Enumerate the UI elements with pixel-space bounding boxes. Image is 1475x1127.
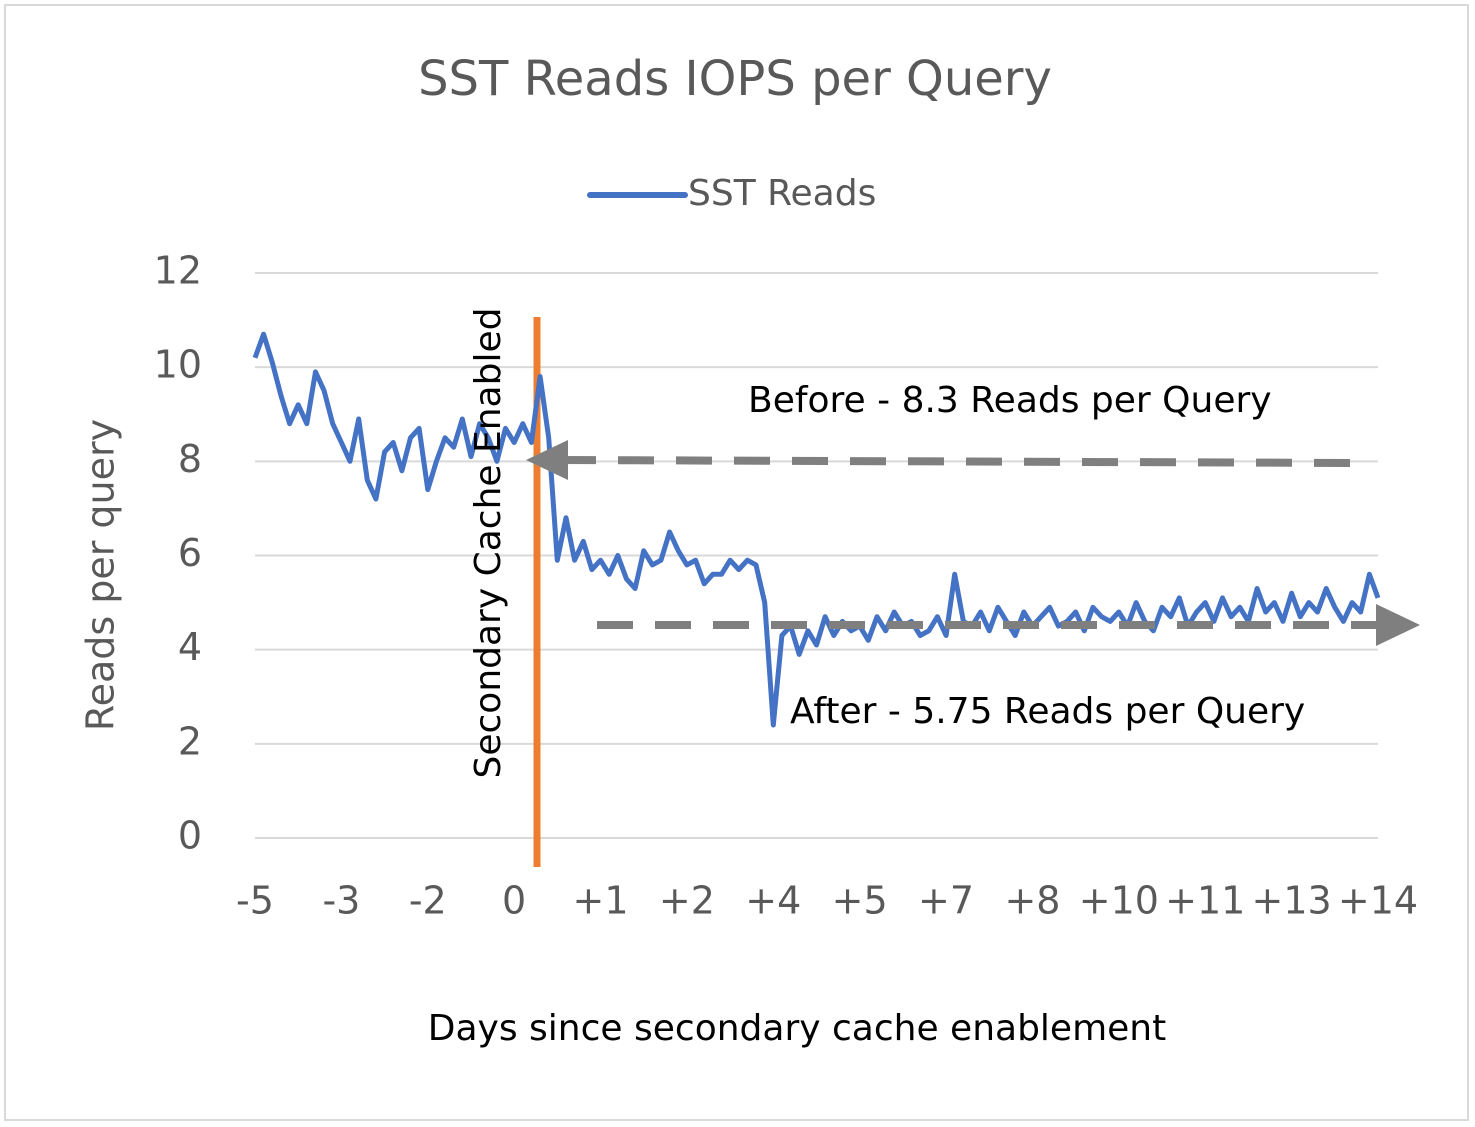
- x-tick-label: -2: [409, 879, 447, 923]
- y-tick-label: 0: [178, 814, 202, 858]
- annotation: Before - 8.3 Reads per Query: [748, 380, 1272, 421]
- y-tick-label: 12: [154, 249, 202, 293]
- annotation: After - 5.75 Reads per Query: [790, 691, 1305, 732]
- x-tick-label: +10: [1079, 879, 1159, 923]
- x-tick-label: +8: [1004, 879, 1060, 923]
- x-axis-title: Days since secondary cache enablement: [428, 1008, 1166, 1049]
- x-tick-label: +1: [573, 879, 629, 923]
- chart-border: [4, 4, 1469, 1121]
- x-tick-label: 0: [502, 879, 526, 923]
- x-tick-label: +4: [745, 879, 801, 923]
- y-tick-label: 8: [178, 437, 202, 481]
- legend-label: SST Reads: [688, 173, 876, 214]
- x-tick-label: +11: [1165, 879, 1245, 923]
- x-tick-label: +13: [1252, 879, 1332, 923]
- chart-title: SST Reads IOPS per Query: [418, 51, 1052, 107]
- x-tick-label: +14: [1338, 879, 1418, 923]
- after-arrowhead: [1376, 604, 1420, 646]
- y-tick-label: 4: [178, 625, 202, 669]
- x-tick-label: +2: [659, 879, 715, 923]
- y-tick-label: 10: [154, 343, 202, 387]
- x-tick-label: -3: [322, 879, 360, 923]
- y-tick-label: 2: [178, 719, 202, 763]
- x-tick-label: +7: [918, 879, 974, 923]
- annotation: Secondary Cache Enabled: [468, 308, 509, 779]
- y-axis-title: Reads per query: [79, 419, 123, 731]
- y-tick-label: 6: [178, 531, 202, 575]
- x-tick-label: -5: [236, 879, 274, 923]
- x-tick-label: +5: [832, 879, 888, 923]
- before-arrowhead: [526, 440, 568, 480]
- before-arrow: [559, 456, 1363, 467]
- grid: 0 2 4 6 8 10 12 -5 -3 -2 0 +1 +2 +4 +5 +7 +8 +10 +11 +13 +14: [154, 249, 1418, 923]
